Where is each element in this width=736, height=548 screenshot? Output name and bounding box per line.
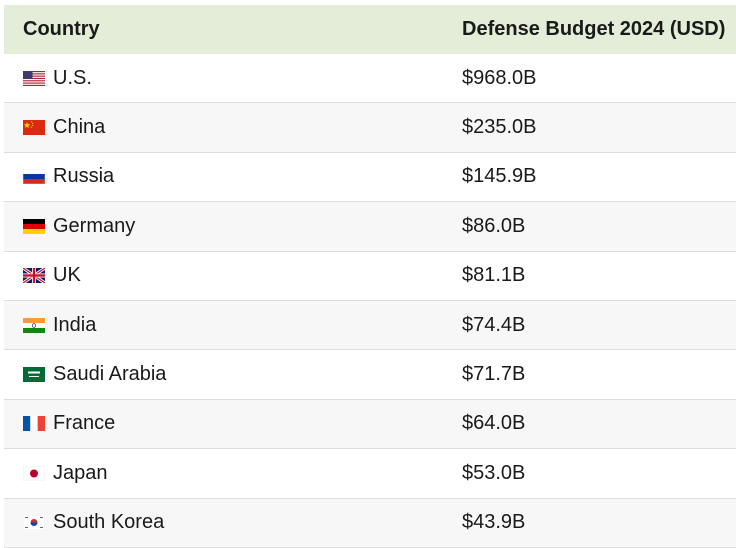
table-row: Saudi Arabia $71.7B <box>4 350 736 400</box>
south-korea-flag-icon <box>23 515 45 531</box>
table-row: South Korea $43.9B <box>4 498 736 548</box>
country-cell: Japan <box>23 462 108 485</box>
budget-value: $145.9B <box>462 165 537 188</box>
table-row: China $235.0B <box>4 103 736 153</box>
country-cell: China <box>23 116 105 139</box>
country-name: Germany <box>53 214 136 237</box>
table-row: Russia $145.9B <box>4 153 736 203</box>
budget-value: $968.0B <box>462 66 537 89</box>
country-cell: Russia <box>23 165 114 188</box>
country-cell: South Korea <box>23 511 164 534</box>
india-flag-icon <box>23 317 45 333</box>
us-flag-icon <box>23 70 45 86</box>
table-row: Japan $53.0B <box>4 449 736 499</box>
country-cell: India <box>23 314 96 337</box>
budget-value: $53.0B <box>462 461 526 484</box>
budget-value: $64.0B <box>462 412 526 435</box>
country-cell: UK <box>23 264 81 287</box>
country-name: India <box>53 313 97 336</box>
uk-flag-icon <box>23 268 45 284</box>
russia-flag-icon <box>23 169 45 185</box>
table-row: Germany $86.0B <box>4 202 736 252</box>
country-column-header[interactable]: Country <box>23 18 100 40</box>
budget-value: $86.0B <box>462 214 526 237</box>
budget-value: $74.4B <box>462 313 526 336</box>
country-cell: U.S. <box>23 67 92 90</box>
china-flag-icon <box>23 120 45 136</box>
table-row: India $74.4B <box>4 300 736 351</box>
budget-column-header[interactable]: Defense Budget 2024 (USD) <box>462 18 726 40</box>
table-row: France $64.0B <box>4 399 736 450</box>
defense-budget-table: Country Defense Budget 2024 (USD) U.S. <box>4 5 736 548</box>
budget-value: $81.1B <box>462 264 526 287</box>
budget-value: $235.0B <box>462 116 537 139</box>
france-flag-icon <box>23 416 45 432</box>
country-name: Saudi Arabia <box>53 363 167 386</box>
country-cell: Germany <box>23 215 135 238</box>
country-name: U.S. <box>53 66 92 89</box>
table-header-row: Country Defense Budget 2024 (USD) <box>4 5 736 54</box>
country-name: France <box>53 412 116 435</box>
country-name: Japan <box>53 461 108 484</box>
country-cell: France <box>23 412 115 435</box>
budget-value: $43.9B <box>462 511 526 534</box>
table-row: UK $81.1B <box>4 252 736 301</box>
germany-flag-icon <box>23 218 45 234</box>
japan-flag-icon <box>23 465 45 481</box>
country-name: China <box>53 116 106 139</box>
budget-value: $71.7B <box>462 363 526 386</box>
saudi-arabia-flag-icon <box>23 367 45 383</box>
table-row: U.S. $968.0B <box>4 54 736 104</box>
country-name: South Korea <box>53 511 165 534</box>
country-name: Russia <box>53 165 115 188</box>
country-cell: Saudi Arabia <box>23 363 166 386</box>
country-name: UK <box>53 264 81 287</box>
